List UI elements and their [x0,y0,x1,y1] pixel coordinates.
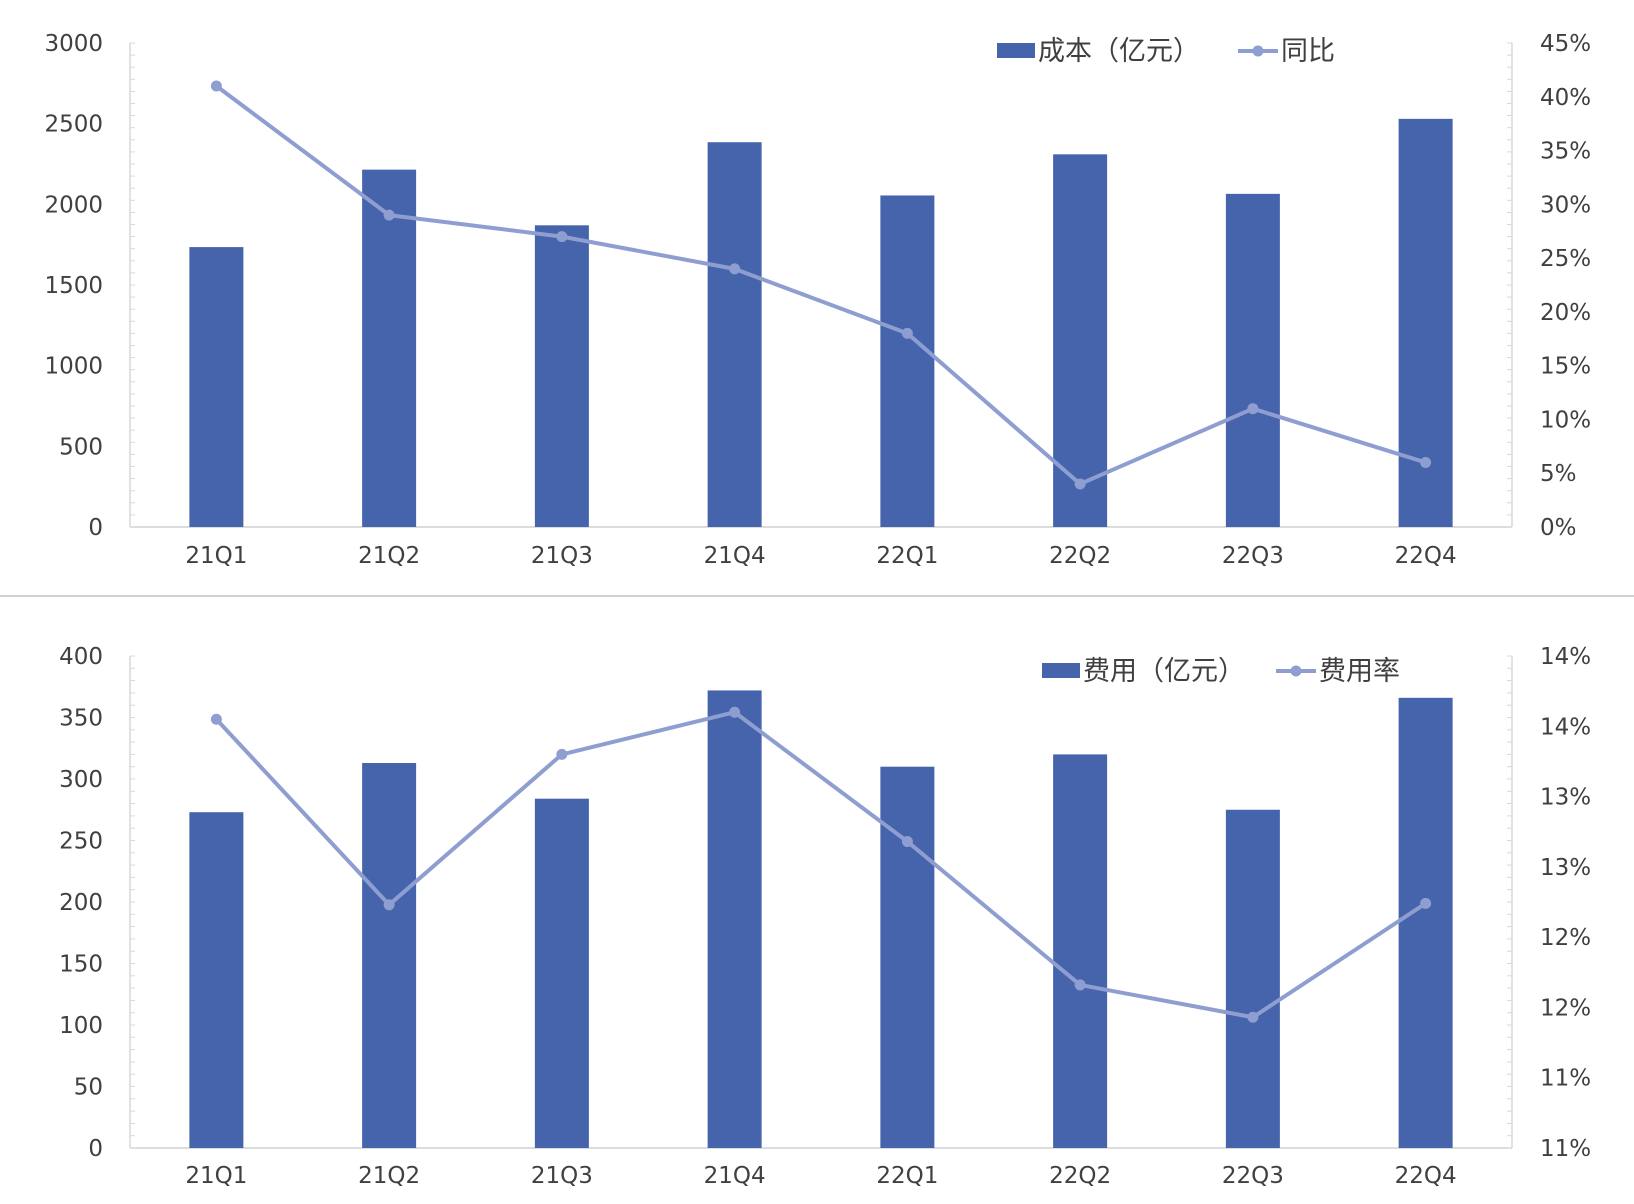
bar [1225,193,1280,527]
left-tick-label: 500 [59,434,103,460]
bar [534,798,589,1148]
x-tick-label: 22Q3 [1222,543,1284,569]
left-tick-label: 0 [88,1136,103,1162]
left-tick-label: 300 [59,767,103,793]
line-point [1247,1011,1259,1023]
right-tick-label: 45% [1540,31,1591,57]
left-tick-label: 400 [59,644,103,670]
right-tick-label: 12% [1540,995,1591,1021]
line-point [383,899,395,911]
bar [1053,154,1108,527]
left-tick-label: 350 [59,706,103,732]
bar [707,142,762,527]
x-tick-label: 22Q4 [1395,1163,1457,1189]
line-point [1420,456,1432,468]
right-tick-label: 12% [1540,925,1591,951]
left-tick-label: 2000 [44,192,103,218]
left-tick-label: 2500 [44,112,103,138]
bar [880,195,935,527]
right-tick-label: 10% [1540,407,1591,433]
x-tick-label: 21Q1 [185,543,247,569]
right-tick-label: 13% [1540,785,1591,811]
bar [1225,809,1280,1148]
legend-line-marker [1290,665,1302,677]
left-tick-label: 150 [59,952,103,978]
right-tick-label: 40% [1540,85,1591,111]
left-tick-label: 250 [59,829,103,855]
x-tick-label: 22Q2 [1049,1163,1111,1189]
bar [189,247,244,527]
line-point [1074,979,1086,991]
bar [362,763,417,1148]
x-tick-label: 21Q1 [185,1163,247,1189]
right-tick-label: 14% [1540,644,1591,670]
bar [880,766,935,1148]
right-tick-label: 14% [1540,714,1591,740]
line-point [1247,403,1259,415]
line-point [556,231,568,243]
bar [534,225,589,527]
line-point [1074,478,1086,490]
bar [1053,754,1108,1148]
legend-bar-label: 成本（亿元） [1038,36,1200,67]
line-point [556,748,568,760]
line-point [210,80,222,92]
left-tick-label: 50 [74,1075,103,1101]
legend-bar-swatch [997,43,1035,58]
line-point [901,327,913,339]
line-point [729,706,741,718]
right-tick-label: 15% [1540,354,1591,380]
x-tick-label: 22Q2 [1049,543,1111,569]
x-tick-label: 21Q3 [531,543,593,569]
legend-line-label: 同比 [1281,36,1335,67]
line-point [383,209,395,221]
legend-bar-swatch [1042,663,1080,678]
right-tick-label: 13% [1540,855,1591,881]
bar [362,169,417,527]
legend-bar-label: 费用（亿元） [1083,656,1245,687]
legend-line-label: 费用率 [1319,656,1400,687]
bar [707,690,762,1148]
line-point [210,713,222,725]
line-point [901,836,913,848]
x-tick-label: 21Q4 [704,1163,766,1189]
x-tick-label: 21Q2 [358,543,420,569]
left-tick-label: 200 [59,890,103,916]
right-tick-label: 30% [1540,192,1591,218]
left-tick-label: 0 [88,515,103,541]
x-tick-label: 21Q4 [704,543,766,569]
right-tick-label: 20% [1540,300,1591,326]
series-line [215,84,1427,486]
x-tick-label: 22Q1 [876,1163,938,1189]
bar [189,812,244,1148]
bar [1398,697,1453,1148]
left-tick-label: 1000 [44,354,103,380]
line-point [1420,897,1432,909]
x-tick-label: 21Q3 [531,1163,593,1189]
right-tick-label: 11% [1540,1066,1591,1092]
left-tick-label: 100 [59,1013,103,1039]
right-tick-label: 11% [1540,1136,1591,1162]
legend-line-marker [1252,45,1264,57]
x-tick-label: 22Q3 [1222,1163,1284,1189]
x-tick-label: 22Q1 [876,543,938,569]
right-tick-label: 0% [1540,515,1577,541]
series-line [214,710,1427,1020]
x-tick-label: 22Q4 [1395,543,1457,569]
right-tick-label: 35% [1540,139,1591,165]
left-tick-label: 1500 [44,273,103,299]
x-tick-label: 21Q2 [358,1163,420,1189]
right-tick-label: 5% [1540,461,1577,487]
left-tick-label: 3000 [44,31,103,57]
right-tick-label: 25% [1540,246,1591,272]
line-point [729,263,741,275]
